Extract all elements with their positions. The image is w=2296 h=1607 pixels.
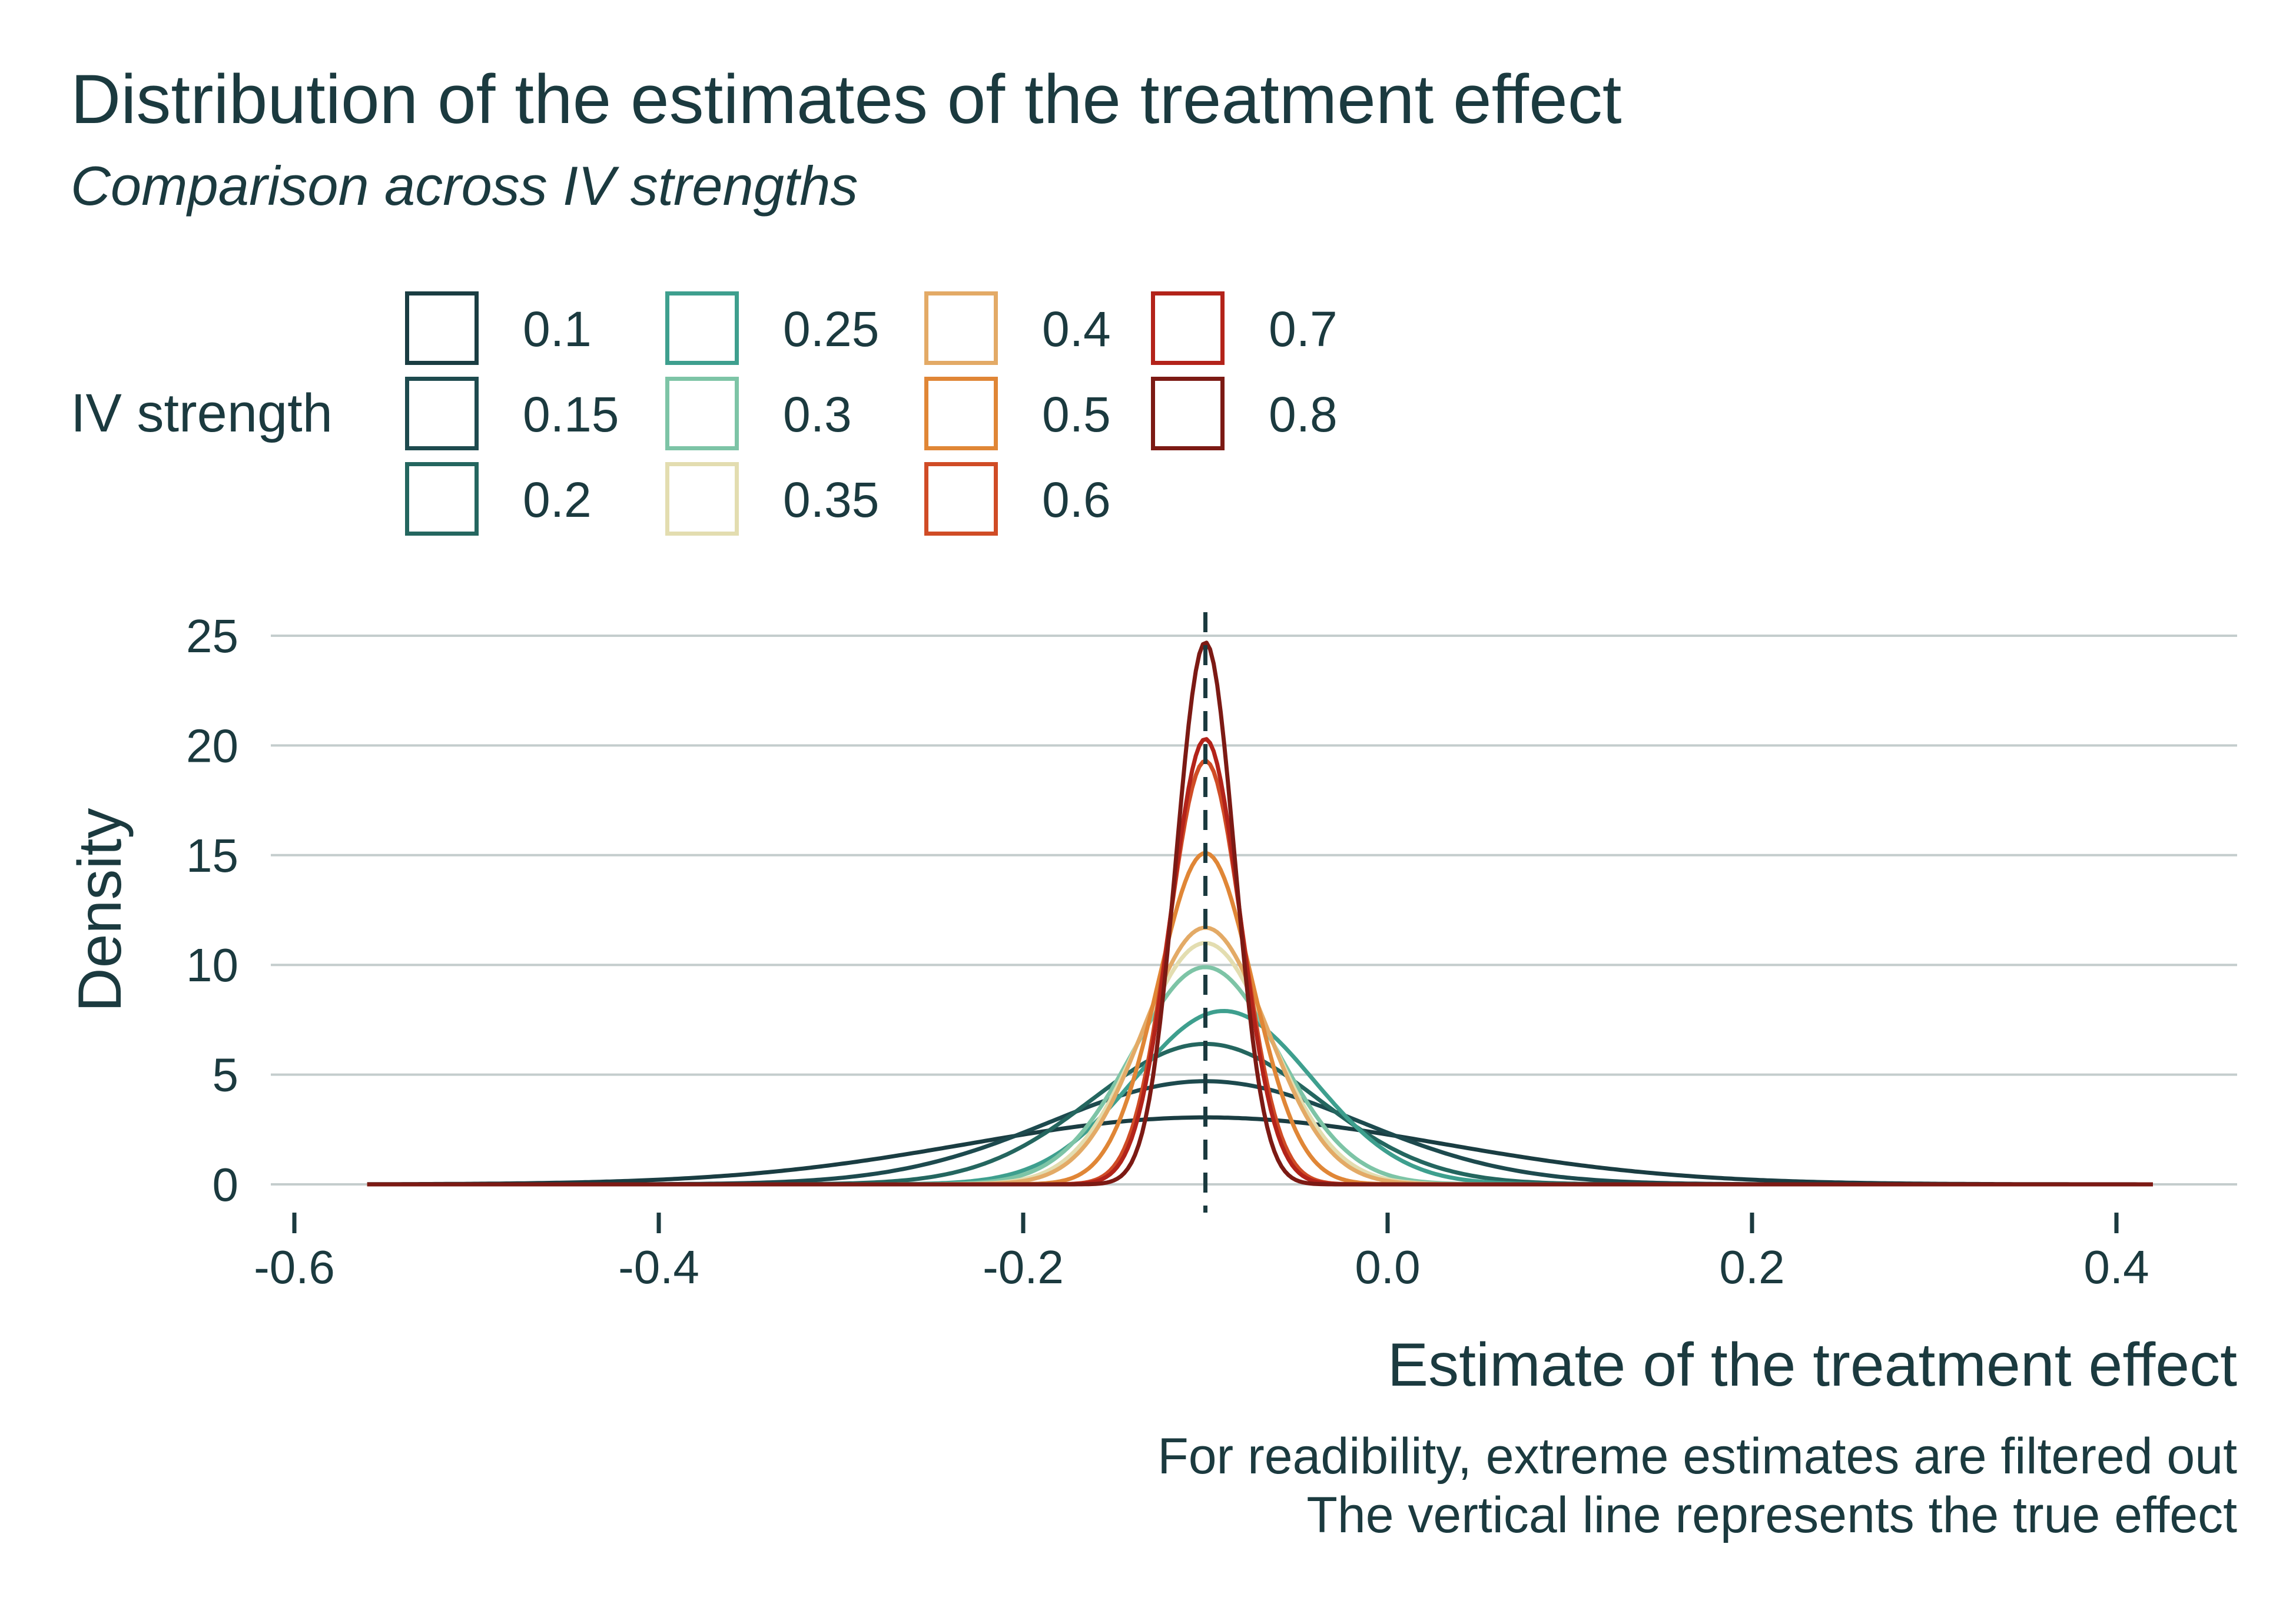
legend-key [1151,291,1225,365]
y-tick-label-5: 25 [186,610,238,662]
legend-key [405,462,479,536]
y-tick-label-1: 5 [213,1049,239,1101]
legend-label: 0.6 [1042,472,1111,527]
legend-label: 0.25 [783,301,880,357]
legend-key [924,377,998,450]
x-axis-label: Estimate of the treatment effect [1387,1331,2237,1399]
y-tick-label-4: 20 [186,719,238,772]
y-axis-label: Density [66,808,134,1012]
legend-key [405,291,479,365]
caption-line-2: The vertical line represents the true ef… [1306,1487,2237,1543]
y-tick-label-2: 10 [186,939,238,991]
x-tick-label-1: -0.4 [618,1241,699,1293]
density-line-0-8 [367,640,2153,1187]
legend-label: 0.2 [523,472,592,527]
legend-key [665,377,739,450]
caption-line-1: For readibility, extreme estimates are f… [1157,1428,2237,1485]
legend-label: 0.35 [783,472,880,527]
legend-label: 0.1 [523,301,592,357]
density-line-0-5 [367,851,2153,1187]
x-tick-label-5: 0.4 [2083,1241,2149,1293]
legend-label: 0.5 [1042,387,1111,442]
legend-label: 0.4 [1042,301,1111,357]
legend-label: 0.8 [1269,387,1338,442]
legend-label: 0.15 [523,387,619,442]
legend-key [924,462,998,536]
y-tick-label-3: 15 [186,829,238,882]
legend-key [665,462,739,536]
x-tick-label-2: -0.2 [983,1241,1064,1293]
legend-label: 0.7 [1269,301,1338,357]
legend-label: 0.3 [783,387,852,442]
legend-key [1151,377,1225,450]
legend-key [665,291,739,365]
x-tick-label-0: -0.6 [254,1241,335,1293]
legend-key [405,377,479,450]
chart-subtitle: Comparison across IV strengths [71,155,858,217]
chart-title: Distribution of the estimates of the tre… [71,61,1622,138]
y-tick-label-0: 0 [213,1158,239,1211]
x-tick-label-3: 0.0 [1355,1241,1420,1293]
legend-key [924,291,998,365]
density-line-0-1 [367,1115,2153,1187]
legend-title: IV strength [71,383,333,443]
x-tick-label-4: 0.2 [1719,1241,1784,1293]
density-curves [367,640,2153,1187]
